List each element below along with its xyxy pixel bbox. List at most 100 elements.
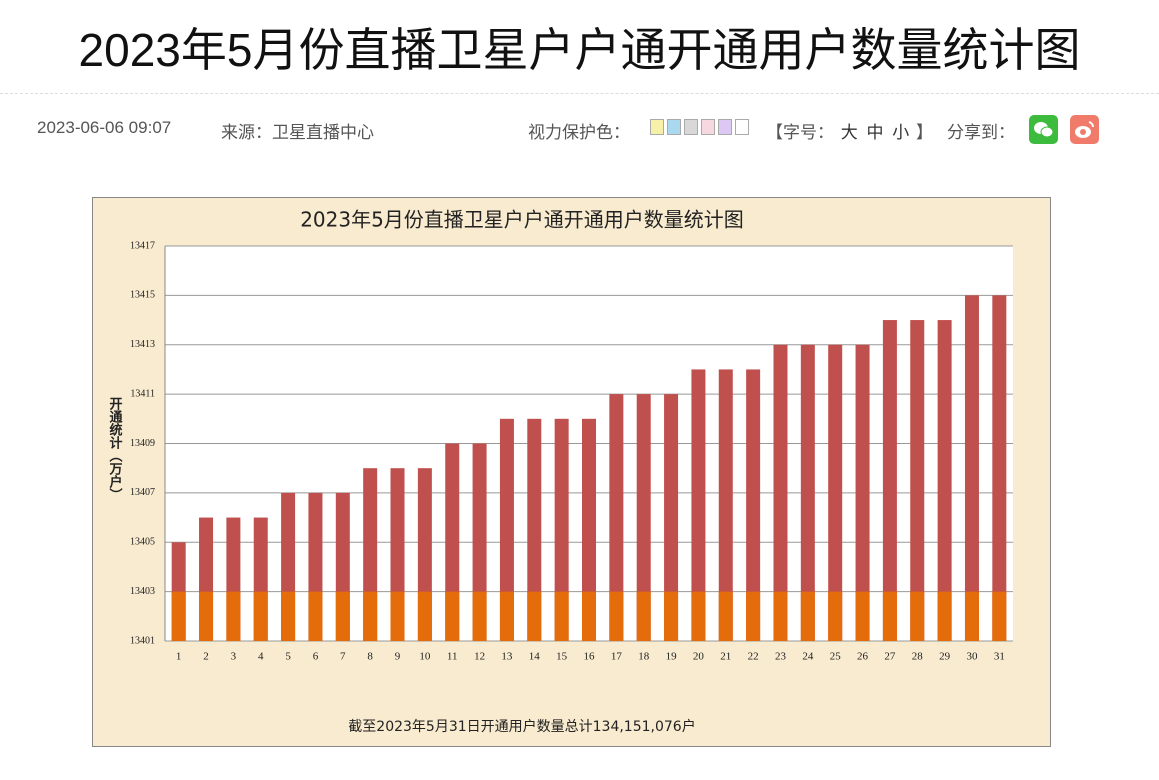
x-tick-label: 11 <box>447 651 458 663</box>
font-size-control: 【字号： 大 中 小 】 <box>766 118 933 143</box>
bar <box>800 344 815 641</box>
bar <box>691 591 706 641</box>
x-tick-label: 13 <box>501 651 513 663</box>
y-tick-label: 13409 <box>130 438 155 449</box>
bar <box>527 418 542 641</box>
x-tick-label: 20 <box>693 651 705 663</box>
bar <box>882 591 897 641</box>
chart-title: 2023年5月份直播卫星户户通开通用户数量统计图 <box>300 208 744 232</box>
x-tick-label: 27 <box>884 651 896 663</box>
bar <box>992 591 1007 641</box>
x-tick-label: 31 <box>994 651 1005 663</box>
swatch[interactable] <box>667 119 681 135</box>
x-tick-label: 28 <box>912 651 924 663</box>
x-tick-label: 19 <box>666 651 678 663</box>
font-size-option[interactable]: 中 <box>866 123 884 142</box>
publish-date: 2023-06-06 09:07 <box>37 118 172 137</box>
bar <box>855 591 870 641</box>
x-tick-label: 30 <box>966 651 978 663</box>
bar <box>664 591 679 641</box>
bar <box>582 591 596 641</box>
swatch[interactable] <box>735 119 749 135</box>
share-label: 分享到： <box>947 123 1015 142</box>
x-tick-label: 4 <box>258 651 264 663</box>
x-tick-label: 12 <box>474 651 485 663</box>
bar <box>937 591 952 641</box>
swatch[interactable] <box>684 119 698 135</box>
x-tick-label: 7 <box>340 651 346 663</box>
bar <box>582 418 596 641</box>
bar <box>499 418 514 641</box>
bar <box>855 344 870 641</box>
font-size-close: 】 <box>915 123 933 142</box>
x-tick-label: 22 <box>748 651 759 663</box>
swatch[interactable] <box>701 119 715 135</box>
bar <box>253 591 268 641</box>
swatch[interactable] <box>650 119 664 135</box>
y-tick-label: 13415 <box>130 290 155 301</box>
bar <box>773 344 788 641</box>
bar <box>910 320 925 641</box>
bar <box>609 591 624 641</box>
x-tick-label: 8 <box>367 651 373 663</box>
x-tick-label: 10 <box>419 651 431 663</box>
bar <box>199 591 214 641</box>
bar <box>363 591 378 641</box>
wechat-icon <box>1034 122 1054 138</box>
bar <box>800 591 815 641</box>
bar <box>527 591 542 641</box>
font-size-option[interactable]: 大 <box>840 123 858 142</box>
bar <box>828 344 843 641</box>
divider <box>0 93 1159 94</box>
y-tick-label: 13403 <box>130 586 155 597</box>
y-tick-label: 13401 <box>130 635 155 646</box>
bar <box>417 591 432 641</box>
bar <box>636 394 651 641</box>
bar <box>937 320 952 641</box>
bar <box>281 591 296 641</box>
bar <box>308 591 323 641</box>
source: 来源：卫星直播中心 <box>221 123 374 142</box>
x-tick-label: 5 <box>285 651 291 663</box>
bar <box>472 591 487 641</box>
y-tick-label: 13405 <box>130 537 155 548</box>
font-size-option[interactable]: 小 <box>892 123 910 142</box>
x-tick-label: 15 <box>556 651 568 663</box>
x-tick-label: 23 <box>775 651 787 663</box>
article-title: 2023年5月份直播卫星户户通开通用户数量统计图 <box>78 24 1081 76</box>
y-tick-label: 13407 <box>130 487 155 498</box>
bar <box>636 591 651 641</box>
bar <box>554 418 569 641</box>
eye-care-swatches <box>650 118 752 138</box>
bar <box>910 591 925 641</box>
wechat-share[interactable] <box>1029 115 1058 144</box>
x-tick-label: 16 <box>584 651 596 663</box>
x-tick-label: 1 <box>176 651 182 663</box>
bar <box>554 591 569 641</box>
bar <box>445 591 460 641</box>
y-tick-label: 13417 <box>130 240 155 251</box>
bar <box>718 591 733 641</box>
x-tick-label: 3 <box>231 651 237 663</box>
bar <box>226 591 241 641</box>
x-tick-label: 17 <box>611 651 623 663</box>
bar <box>609 394 624 641</box>
font-size-label: 【字号： <box>766 123 834 142</box>
x-tick-label: 6 <box>313 651 319 663</box>
bar <box>773 591 788 641</box>
weibo-icon <box>1075 121 1094 138</box>
weibo-share[interactable] <box>1070 115 1099 144</box>
chart-note: 截至2023年5月31日开通用户数量总计134,151,076户 <box>348 718 695 735</box>
x-tick-label: 14 <box>529 651 541 663</box>
x-tick-label: 21 <box>720 651 731 663</box>
bar <box>664 394 679 641</box>
bar <box>964 591 979 641</box>
bar <box>746 591 761 641</box>
bar <box>390 591 405 641</box>
bar <box>882 320 897 641</box>
swatch[interactable] <box>718 119 732 135</box>
x-tick-label: 29 <box>939 651 951 663</box>
x-tick-label: 25 <box>830 651 842 663</box>
y-tick-label: 13411 <box>130 388 155 399</box>
